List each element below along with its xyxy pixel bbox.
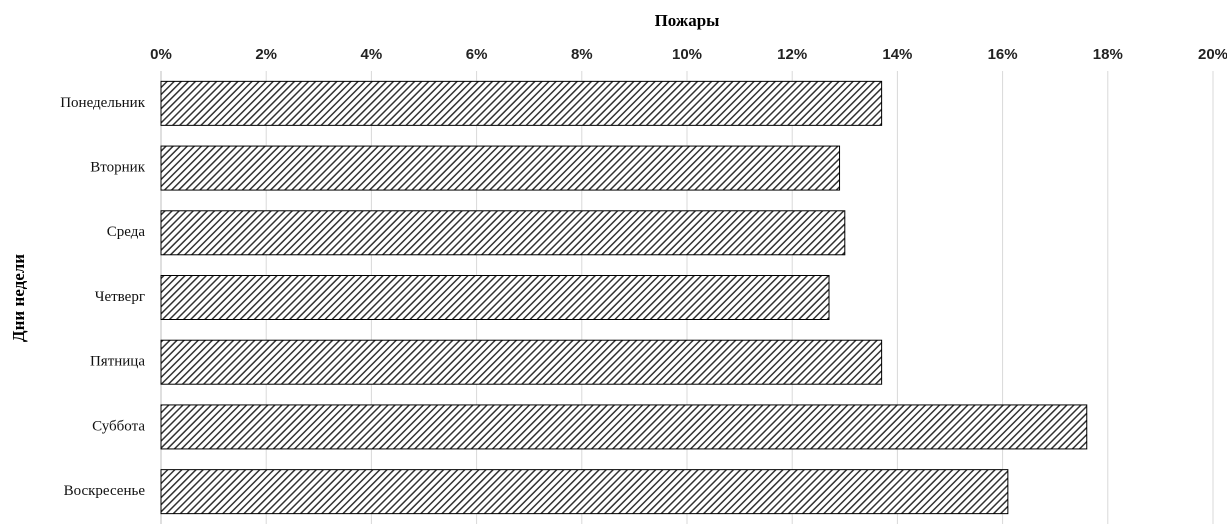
x-tick-label: 0%: [150, 46, 172, 63]
x-tick-label: 8%: [571, 46, 593, 63]
y-tick-label: Вторник: [90, 160, 145, 176]
x-tick-label: 14%: [882, 46, 912, 63]
chart-title: Пожары: [655, 11, 720, 30]
bar: [160, 145, 841, 191]
x-tick-label: 2%: [255, 46, 277, 63]
y-tick-label: Суббота: [92, 418, 145, 434]
bar: [160, 339, 883, 385]
x-tick-label: 10%: [672, 46, 702, 63]
bar: [160, 404, 1088, 450]
x-tick-label: 18%: [1093, 46, 1123, 63]
bar: [160, 210, 846, 256]
y-tick-label: Четверг: [95, 289, 145, 305]
x-tick-label: 20%: [1198, 46, 1227, 63]
x-tick-label: 12%: [777, 46, 807, 63]
y-tick-label: Понедельник: [60, 95, 145, 111]
bar: [160, 469, 1009, 515]
x-tick-label: 6%: [466, 46, 488, 63]
y-axis-label: Дни недели: [9, 254, 28, 342]
x-tick-label: 4%: [361, 46, 383, 63]
y-tick-label: Воскресенье: [64, 483, 146, 499]
y-tick-label: Среда: [107, 224, 146, 240]
bar: [160, 80, 883, 126]
bar: [160, 275, 830, 320]
x-tick-label: 16%: [988, 46, 1018, 63]
y-tick-label: Пятница: [90, 354, 145, 370]
